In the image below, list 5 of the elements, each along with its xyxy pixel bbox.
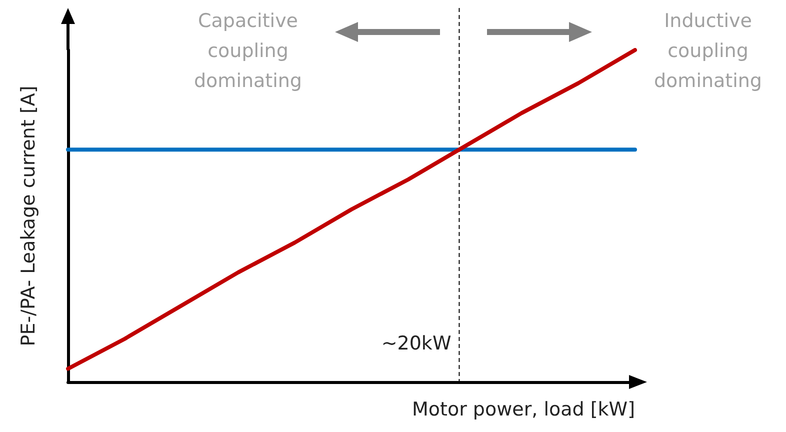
- text: Inductive coupling dominating: [654, 10, 762, 92]
- y-axis-title: PE-/PA- Leakage current [A]: [18, 86, 40, 346]
- annotation: Capacitive coupling dominating: [194, 10, 302, 92]
- annotation: ~20kW: [381, 332, 452, 354]
- x-axis-title: Motor power, load [kW]: [412, 398, 635, 420]
